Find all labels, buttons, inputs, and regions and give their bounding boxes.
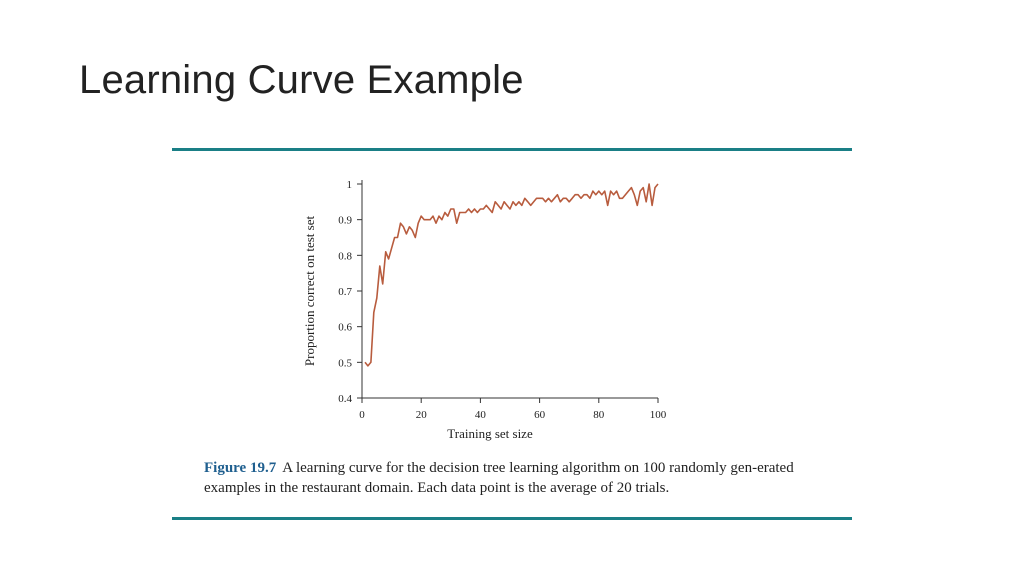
x-tick-label: 0 xyxy=(359,409,365,421)
figure-caption: Figure 19.7 A learning curve for the deci… xyxy=(204,458,844,498)
series-line xyxy=(364,183,659,367)
y-tick-label: 0.5 xyxy=(338,357,352,369)
x-axis-ticks: 0 20 40 60 80 100 xyxy=(359,398,667,421)
chart-series xyxy=(364,183,659,367)
x-tick-label: 40 xyxy=(475,409,487,421)
x-tick-label: 60 xyxy=(534,409,546,421)
x-tick-label: 100 xyxy=(650,409,667,421)
y-axis-label: Proportion correct on test set xyxy=(302,216,317,367)
y-tick-label: 0.6 xyxy=(338,322,352,334)
figure-caption-text: A learning curve for the decision tree l… xyxy=(204,460,794,496)
top-divider xyxy=(172,148,852,151)
figure-caption-label: Figure 19.7 xyxy=(204,460,277,476)
learning-curve-chart: 0.4 0.5 0.6 0.7 0.8 0.9 1 0 20 40 60 80 100 Trainin… xyxy=(302,179,667,441)
y-tick-label: 0.9 xyxy=(338,215,352,227)
y-tick-label: 0.7 xyxy=(338,286,352,298)
x-axis-label: Training set size xyxy=(447,426,533,441)
slide-title: Learning Curve Example xyxy=(79,58,524,102)
y-tick-label: 0.4 xyxy=(338,393,352,405)
y-tick-label: 0.8 xyxy=(338,250,352,262)
y-axis-ticks: 0.4 0.5 0.6 0.7 0.8 0.9 1 xyxy=(338,179,362,405)
bottom-divider xyxy=(172,517,852,520)
x-tick-label: 20 xyxy=(416,409,428,421)
x-tick-label: 80 xyxy=(593,409,605,421)
chart-axes xyxy=(361,180,658,399)
y-tick-label: 1 xyxy=(347,179,353,191)
